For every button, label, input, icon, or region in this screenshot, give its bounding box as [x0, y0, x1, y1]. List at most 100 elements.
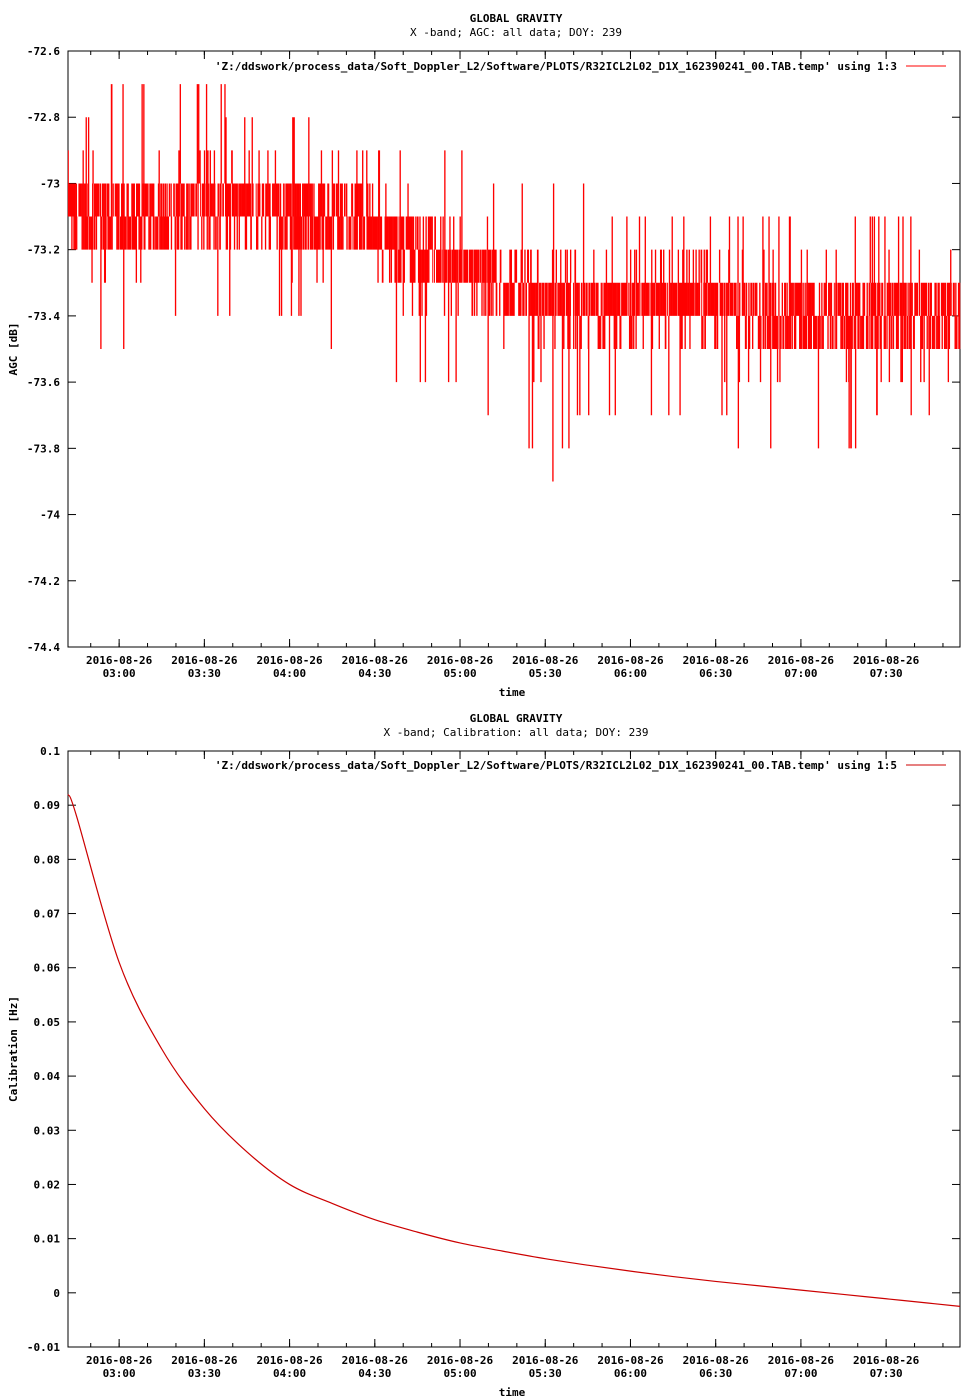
y-tick-label: 0.05 — [34, 1016, 61, 1029]
data-point — [332, 216, 333, 217]
data-point — [246, 199, 247, 200]
y-tick-label: -74 — [40, 509, 60, 522]
data-point — [417, 1232, 418, 1233]
x-tick-time: 06:00 — [614, 667, 647, 680]
y-tick-label: 0.1 — [40, 745, 60, 758]
data-point — [672, 299, 673, 300]
series-line — [67, 794, 961, 1307]
data-point — [246, 1151, 247, 1152]
chart-subtitle: X -band; Calibration: all data; DOY: 239 — [384, 726, 649, 739]
data-point — [843, 315, 844, 316]
x-tick-time: 03:30 — [188, 667, 221, 680]
x-tick-date: 2016-08-26 — [683, 1354, 750, 1367]
chart-subtitle: X -band; AGC: all data; DOY: 239 — [410, 26, 622, 39]
y-axis-label: Calibration [Hz] — [7, 996, 20, 1102]
x-tick-date: 2016-08-26 — [427, 654, 494, 667]
y-tick-label: 0.01 — [34, 1233, 61, 1246]
data-point — [459, 1242, 460, 1243]
y-tick-label: 0 — [53, 1287, 60, 1300]
data-point — [374, 233, 375, 234]
x-tick-date: 2016-08-26 — [768, 1354, 835, 1367]
y-tick-label: -72.8 — [27, 111, 60, 124]
x-tick-time: 04:30 — [358, 1367, 391, 1380]
x-tick-time: 06:00 — [614, 1367, 647, 1380]
data-point — [76, 815, 77, 816]
data-point — [204, 1108, 205, 1109]
data-point — [715, 299, 716, 300]
data-point — [715, 1281, 716, 1282]
x-tick-time: 07:30 — [870, 667, 903, 680]
data-point — [374, 1219, 375, 1220]
data-point — [928, 1303, 929, 1304]
y-tick-label: -73.4 — [27, 310, 60, 323]
data-point — [587, 1265, 588, 1266]
data-point — [758, 315, 759, 316]
y-tick-label: -73 — [40, 177, 60, 190]
x-tick-time: 03:00 — [103, 1367, 136, 1380]
x-tick-date: 2016-08-26 — [597, 654, 664, 667]
y-tick-label: -74.4 — [27, 641, 60, 654]
x-tick-date: 2016-08-26 — [853, 654, 920, 667]
x-tick-date: 2016-08-26 — [597, 1354, 664, 1367]
x-tick-time: 03:30 — [188, 1367, 221, 1380]
y-tick-label: -73.6 — [27, 376, 60, 389]
data-point — [67, 794, 68, 795]
x-tick-date: 2016-08-26 — [768, 654, 835, 667]
series-1 — [67, 794, 961, 1307]
x-tick-time: 07:30 — [870, 1367, 903, 1380]
x-tick-time: 07:00 — [784, 1367, 817, 1380]
data-point — [928, 315, 929, 316]
data-point — [758, 1285, 759, 1286]
data-point — [417, 249, 418, 250]
y-tick-label: -0.01 — [27, 1341, 60, 1354]
data-point — [289, 216, 290, 217]
x-tick-date: 2016-08-26 — [256, 1354, 323, 1367]
data-point — [672, 1276, 673, 1277]
plot-frame — [67, 50, 961, 648]
y-tick-label: -72.6 — [27, 45, 60, 58]
x-tick-time: 06:30 — [699, 1367, 732, 1380]
data-point — [800, 1290, 801, 1291]
x-tick-time: 07:00 — [784, 667, 817, 680]
x-tick-time: 05:00 — [443, 1367, 476, 1380]
y-axis-label: AGC [dB] — [7, 323, 20, 376]
x-tick-time: 03:00 — [103, 667, 136, 680]
data-point — [843, 1294, 844, 1295]
x-tick-date: 2016-08-26 — [342, 1354, 409, 1367]
data-point — [959, 1306, 960, 1307]
y-tick-label: 0.07 — [34, 908, 61, 921]
data-point — [800, 315, 801, 316]
legend-label: 'Z:/ddswork/process_data/Soft_Doppler_L2… — [215, 759, 897, 772]
data-point — [161, 1048, 162, 1049]
x-axis-label: time — [499, 1386, 526, 1399]
data-point — [119, 216, 120, 217]
data-point — [587, 299, 588, 300]
plot-frame — [67, 750, 961, 1348]
data-point — [545, 299, 546, 300]
data-point — [459, 266, 460, 267]
y-tick-label: 0.04 — [34, 1070, 61, 1083]
data-point — [67, 216, 68, 217]
data-point — [289, 1184, 290, 1185]
x-tick-date: 2016-08-26 — [427, 1354, 494, 1367]
x-tick-date: 2016-08-26 — [256, 654, 323, 667]
x-tick-date: 2016-08-26 — [86, 654, 153, 667]
y-tick-label: 0.02 — [34, 1178, 61, 1191]
data-point — [886, 1298, 887, 1299]
data-point — [502, 282, 503, 283]
legend-label: 'Z:/ddswork/process_data/Soft_Doppler_L2… — [215, 60, 897, 73]
data-point — [545, 1258, 546, 1259]
y-tick-label: -73.8 — [27, 442, 60, 455]
y-tick-label: 0.06 — [34, 962, 61, 975]
data-point — [161, 216, 162, 217]
data-point — [630, 299, 631, 300]
chart-title: GLOBAL GRAVITY — [470, 12, 563, 25]
data-point — [959, 315, 960, 316]
x-tick-date: 2016-08-26 — [86, 1354, 153, 1367]
x-tick-time: 04:00 — [273, 667, 306, 680]
x-tick-date: 2016-08-26 — [171, 1354, 238, 1367]
data-point — [119, 962, 120, 963]
